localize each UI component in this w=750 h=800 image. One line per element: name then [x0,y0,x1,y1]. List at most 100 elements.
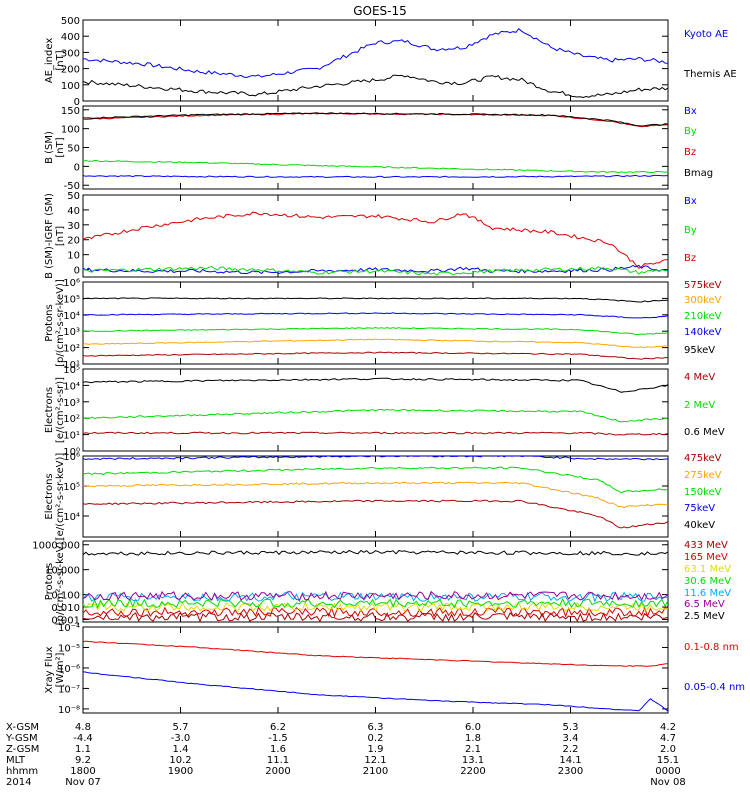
legend-entry: 11.6 MeV [684,588,731,599]
y-tick-label: 10.000 [45,566,80,577]
y-tick-label: 300 [61,48,80,59]
x-axis-value: 6.3 [368,722,384,733]
x-axis-value: 9.2 [75,755,91,766]
y-tick-label: 10¹ [63,431,80,442]
legend-entry: Kyoto AE [684,29,728,40]
x-axis-value: 0.2 [368,733,384,744]
x-axis-value: 1.9 [368,744,384,755]
x-axis-value: 2100 [363,766,388,777]
x-axis-value: 5.7 [173,722,189,733]
x-axis-value: -4.4 [73,733,93,744]
y-tick-label: 10 [67,251,80,262]
x-axis-value: 1.1 [75,744,91,755]
x-axis-value: 13.1 [462,755,484,766]
series-line-210kev [83,326,668,336]
series-line-bmag [83,112,668,127]
series-line-0-6-mev [83,377,668,393]
y-tick-label: 10⁻⁷ [58,684,80,695]
x-axis-row-label: 2014 [6,777,31,788]
legend-entry: 4 MeV [684,372,715,383]
y-tick-label: 10⁴ [63,512,80,523]
series-line-by [83,159,668,174]
y-tick-label: 100 [61,125,80,136]
y-tick-label: 0.001 [51,616,80,627]
y-tick-label: 10⁶ [63,452,80,463]
series-line-bz [83,112,668,128]
legend-entry: 6.5 MeV [684,599,725,610]
legend-entry: 2 MeV [684,400,715,411]
legend-entry: 40keV [684,520,715,531]
series-line-2-5-mev [83,549,668,556]
panel-frame [82,626,669,714]
y-tick-label: 10⁶ [63,278,80,289]
x-axis-value: 1.6 [270,744,286,755]
panel-frame [82,281,669,365]
legend-entry: 140keV [684,327,722,338]
y-tick-label: 200 [61,65,80,76]
y-tick-label: 30 [67,221,80,232]
y-axis-label: AE_index[nT] [44,38,66,84]
y-axis-label: Electrons[e/(cm²-s-sr-keV)] [44,453,66,541]
x-axis-value: -1.5 [268,733,288,744]
y-axis-label: Xray Flux[W/m²] [44,646,66,693]
x-axis-value: 4.2 [660,722,676,733]
y-tick-label: 10⁻⁸ [58,705,80,716]
x-axis-value: 1.8 [465,733,481,744]
y-tick-label: 10² [63,344,80,355]
legend-entry: 0.1-0.8 nm [684,642,739,653]
x-axis-value: 1900 [168,766,193,777]
panel-protons: 10⁶ 10⁵ 10⁴ 10³ 10² 10¹Protons[p/(cm²-s-sr-ke… [44,278,722,371]
series-line-bx [83,264,668,275]
x-axis-value: 4.7 [660,733,676,744]
legend-entry: Bx [684,106,697,117]
y-tick-label: 0.100 [51,591,80,602]
x-axis-value: 10.2 [169,755,191,766]
x-axis-row-label: Y-GSM [5,733,38,744]
x-axis-row-label: X-GSM [6,722,39,733]
y-tick-label: 10⁻⁴ [58,623,80,634]
x-axis-value: -3.0 [171,733,191,744]
legend-entry: 165 MeV [684,552,728,563]
y-tick-label: 150 [61,106,80,117]
y-tick-label: 0 [74,97,80,108]
x-axis-value: 12.1 [364,755,386,766]
y-tick-label: 10⁰ [63,447,80,458]
legend-entry: 275keV [684,470,722,481]
y-tick-label: 400 [61,32,80,43]
series-line-2-mev [83,408,668,423]
x-axis-value: 6.0 [465,722,481,733]
x-axis-row-label: MLT [6,755,26,766]
x-axis-value: 2.0 [660,744,676,755]
series-line-63-1-mev [83,601,668,613]
y-tick-label: 100 [61,81,80,92]
panel-b_igrf: 50 40 30 20 10 0 B (SM)-IGRF (SM)[nT] Bx By Bz [44,191,697,279]
y-tick-label: 0.010 [51,603,80,614]
legend-entry: Themis AE [683,69,737,80]
y-tick-label: -50 [64,181,80,192]
y-tick-label: 10³ [63,327,80,338]
x-axis-value: 1.4 [173,744,189,755]
series-line-bx [83,174,668,179]
y-tick-label: 10⁴ [63,311,80,322]
y-tick-label: 50 [67,144,80,155]
y-axis-label: Electrons[e/(cm²-s-sr)] [44,377,66,443]
legend-entry: 0.6 MeV [684,427,725,438]
legend-entry: 63.1 MeV [684,564,731,575]
legend-entry: 433 MeV [684,540,728,551]
x-axis-value: 15.1 [657,755,679,766]
legend-entry: 300keV [684,295,722,306]
panel-electrons_hi: 10⁵ 10⁴ 10³ 10² 10¹ 10⁰ Electrons[e/(cm²-s-sr)… [44,365,725,458]
series-line-275kev [83,481,668,509]
y-axis-label: B (SM)[nT] [44,131,66,164]
panel-frame [82,19,669,102]
series-line-140kev [83,312,668,319]
legend-entry: 75keV [684,503,715,514]
series-line-bz [83,211,668,269]
y-tick-label: 10⁻⁵ [58,643,80,654]
legend-entry: 475keV [684,453,722,464]
legend-entry: 0.05-0.4 nm [684,682,745,693]
y-tick-label: 10² [63,414,80,425]
series-line-150kev [83,466,668,494]
series-line-300kev [83,338,668,349]
